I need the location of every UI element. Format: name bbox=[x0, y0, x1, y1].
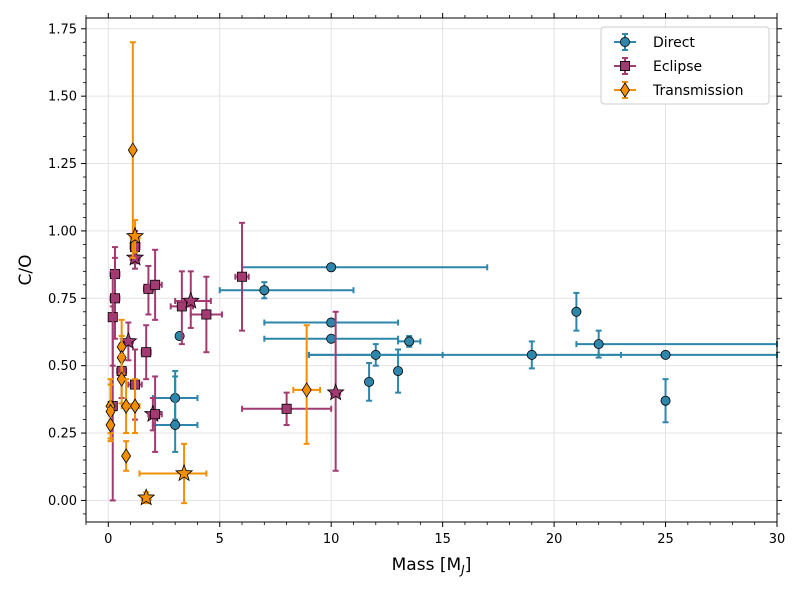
series-direct bbox=[151, 262, 778, 453]
direct-marker bbox=[326, 317, 337, 328]
eclipse-marker bbox=[141, 347, 152, 358]
direct-marker bbox=[404, 336, 415, 347]
direct-marker bbox=[660, 349, 671, 360]
eclipse-point bbox=[140, 324, 152, 381]
direct-marker bbox=[526, 349, 537, 360]
eclipse-point bbox=[174, 270, 212, 329]
legend-entry-direct: Direct bbox=[614, 33, 695, 51]
transmission-marker bbox=[116, 371, 127, 387]
legend-marker-direct bbox=[620, 37, 631, 48]
y-tick-label: 0.25 bbox=[48, 427, 77, 442]
x-axis-label: Mass [MJ] bbox=[392, 555, 472, 577]
x-tick-label: 10 bbox=[323, 532, 340, 547]
eclipse-marker bbox=[176, 301, 187, 312]
direct-marker bbox=[259, 285, 270, 296]
x-axis-label-close: ] bbox=[465, 555, 472, 575]
legend-marker-eclipse bbox=[620, 61, 631, 72]
transmission-point bbox=[127, 41, 138, 259]
legend-box bbox=[600, 26, 770, 105]
direct-marker bbox=[660, 395, 671, 406]
x-tick-label: 25 bbox=[657, 532, 674, 547]
legend-entry-transmission: Transmission bbox=[614, 81, 743, 99]
x-tick-label: 0 bbox=[104, 532, 112, 547]
transmission-marker bbox=[130, 398, 141, 414]
x-tick-label: 15 bbox=[434, 532, 451, 547]
direct-marker bbox=[571, 306, 582, 317]
y-tick-label: 0.00 bbox=[48, 494, 77, 509]
y-tick-label: 1.00 bbox=[48, 224, 77, 239]
x-axis-label-main: Mass [M bbox=[392, 555, 462, 575]
eclipse-point bbox=[189, 275, 223, 354]
eclipse-point bbox=[147, 248, 163, 321]
x-tick-label: 5 bbox=[216, 532, 224, 547]
direct-marker bbox=[170, 419, 181, 430]
transmission-marker bbox=[121, 448, 132, 464]
direct-point bbox=[263, 317, 400, 328]
direct-point bbox=[660, 378, 671, 424]
grid-lines bbox=[86, 18, 778, 522]
direct-marker bbox=[393, 366, 404, 377]
series-transmission bbox=[105, 41, 322, 506]
transmission-point bbox=[105, 407, 116, 443]
legend: Direct Eclipse Transmission bbox=[600, 26, 770, 105]
eclipse-point bbox=[241, 391, 333, 426]
x-tick-label: 20 bbox=[546, 532, 563, 547]
transmission-point bbox=[137, 488, 156, 506]
legend-label-transmission: Transmission bbox=[652, 83, 743, 99]
eclipse-marker bbox=[150, 279, 161, 290]
eclipse-marker bbox=[150, 409, 161, 420]
legend-label-eclipse: Eclipse bbox=[653, 59, 702, 75]
transmission-marker bbox=[105, 417, 116, 433]
transmission-point bbox=[138, 442, 208, 505]
transmission-star-marker bbox=[174, 463, 194, 482]
y-tick-label: 0.50 bbox=[48, 359, 77, 374]
legend-marker-transmission bbox=[620, 82, 630, 98]
series-layer bbox=[105, 41, 778, 506]
transmission-star-marker bbox=[137, 488, 156, 506]
direct-marker bbox=[326, 333, 337, 344]
eclipse-marker bbox=[201, 309, 212, 320]
eclipse-marker bbox=[281, 403, 292, 414]
x-tick-label: 30 bbox=[769, 532, 786, 547]
legend-entry-eclipse: Eclipse bbox=[614, 57, 702, 75]
transmission-marker bbox=[301, 382, 312, 398]
eclipse-marker bbox=[109, 293, 120, 304]
transmission-marker bbox=[121, 398, 132, 414]
eclipse-star-marker bbox=[181, 291, 200, 309]
eclipse-marker bbox=[237, 271, 248, 282]
transmission-star-marker bbox=[125, 226, 145, 245]
transmission-point bbox=[292, 324, 322, 445]
y-tick-label: 1.75 bbox=[48, 22, 77, 37]
eclipse-point bbox=[326, 310, 345, 472]
direct-marker bbox=[593, 339, 604, 350]
direct-point bbox=[241, 262, 489, 273]
direct-marker bbox=[364, 376, 375, 387]
y-tick-label: 0.75 bbox=[48, 292, 77, 307]
direct-point bbox=[393, 348, 404, 394]
direct-point bbox=[307, 340, 622, 370]
y-axis-label: C/O bbox=[16, 255, 36, 286]
eclipse-point bbox=[119, 321, 138, 362]
legend-label-direct: Direct bbox=[653, 35, 695, 51]
direct-marker bbox=[326, 262, 337, 273]
axis-ticks: 0 5 10 15 20 25 30 0.00 0.25 0.50 0.75 1.00 1.25 1.50… bbox=[48, 13, 785, 547]
eclipse-point bbox=[234, 221, 250, 332]
direct-point bbox=[397, 335, 422, 348]
direct-point bbox=[364, 361, 375, 402]
transmission-point bbox=[129, 378, 141, 435]
plot-frame bbox=[85, 17, 778, 523]
direct-point bbox=[571, 291, 582, 332]
transmission-marker bbox=[127, 142, 138, 158]
transmission-point bbox=[125, 219, 145, 254]
eclipse-star-marker bbox=[326, 382, 345, 401]
eclipse-point bbox=[147, 375, 163, 453]
transmission-point bbox=[121, 440, 132, 472]
x-axis-label-sub: J bbox=[459, 563, 465, 577]
direct-point bbox=[151, 370, 199, 453]
y-tick-label: 1.25 bbox=[48, 157, 77, 172]
y-tick-label: 1.50 bbox=[48, 90, 77, 105]
